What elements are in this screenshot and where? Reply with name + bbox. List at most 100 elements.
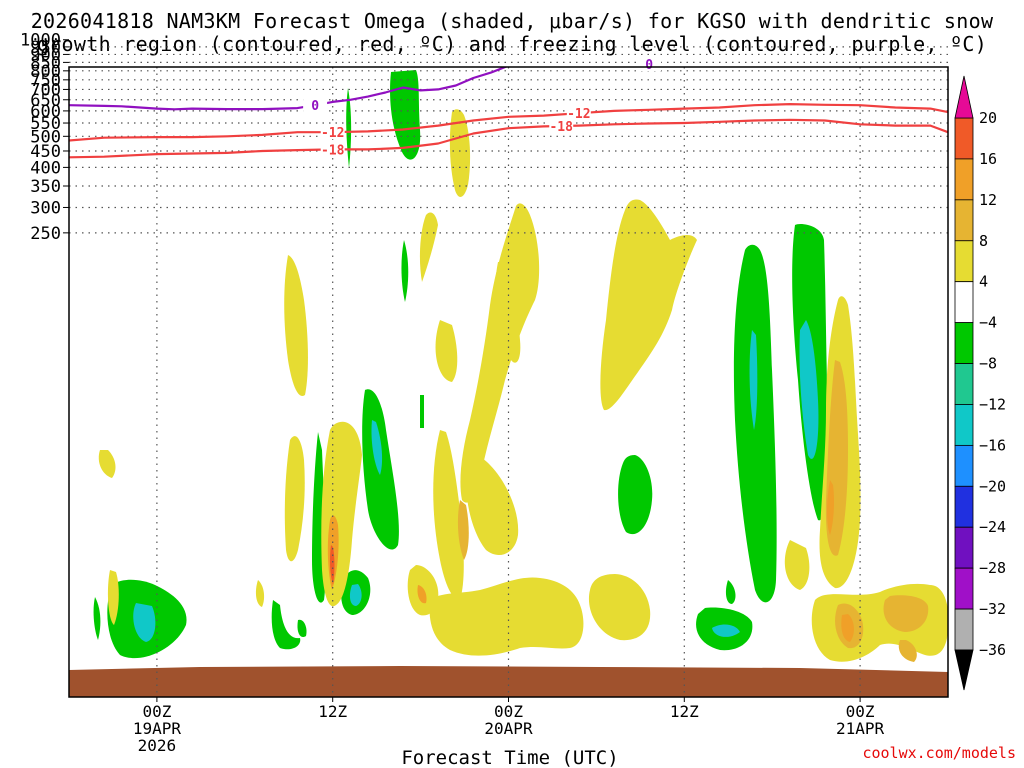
colorbar-tick-label: −24 — [979, 518, 1006, 536]
contour-dendritic-snow-growth-m12 — [69, 102, 948, 142]
y-tick-label: 250 — [30, 224, 61, 244]
omega-positive-region — [600, 199, 697, 411]
omega-negative-region — [297, 619, 307, 638]
omega-negative-region — [618, 455, 653, 535]
omega-positive-region — [433, 430, 464, 600]
omega-positive-region — [255, 580, 265, 607]
chart-title-line-2: growth region (contoured, red, ºC) and f… — [36, 32, 988, 56]
colorbar-max-triangle — [954, 75, 974, 119]
omega-negative-region — [133, 603, 156, 642]
omega-negative-region — [725, 580, 736, 604]
chart-title-line-1: 2026041818 NAM3KM Forecast Omega (shaded… — [30, 9, 994, 33]
x-tick-label: 19APR — [133, 719, 182, 738]
omega-positive-region — [827, 480, 834, 535]
contour-label: -18 — [549, 120, 573, 135]
omega-negative-region — [733, 244, 777, 603]
contour-label-bg — [303, 97, 328, 113]
contour-label-bg — [566, 105, 591, 121]
colorbar-min-triangle — [954, 649, 974, 691]
colorbar-bin — [954, 404, 974, 446]
colorbar-tick-label: −36 — [979, 641, 1006, 659]
x-tick-label: 12Z — [670, 702, 699, 721]
colorbar-bin — [954, 567, 974, 610]
colorbar-tick-label: −32 — [979, 600, 1006, 618]
y-tick-label: 400 — [30, 158, 61, 178]
y-tick-label: 1000 — [20, 31, 61, 51]
colorbar-bin — [954, 608, 974, 651]
colorbar-tick-label: −12 — [979, 395, 1006, 413]
colorbar-tick-label: 20 — [979, 109, 997, 127]
colorbar-tick-label: −20 — [979, 477, 1006, 495]
colorbar-bin — [954, 322, 974, 364]
contour-dendritic-snow-growth-m18 — [69, 118, 948, 159]
colorbar-bin — [954, 117, 974, 160]
contour-label-bg — [549, 117, 574, 133]
omega-negative-region — [749, 330, 758, 430]
omega-positive-region — [460, 203, 540, 503]
x-tick-label: 00Z — [494, 702, 523, 721]
colorbar-tick-label: 4 — [979, 273, 988, 291]
omega-positive-region — [284, 436, 305, 562]
pressure-gridlines — [69, 46, 948, 697]
y-tick-label: 800 — [30, 62, 61, 82]
omega-positive-region — [457, 500, 469, 560]
y-tick-label: 900 — [30, 45, 61, 65]
x-tick-label: 21APR — [836, 719, 885, 738]
y-tick-label: 750 — [30, 71, 61, 91]
omega-shading — [93, 70, 948, 662]
contour-label: 0 — [311, 99, 319, 114]
omega-positive-region — [449, 109, 471, 197]
contour-label: -18 — [321, 143, 345, 158]
omega-positive-region — [429, 577, 584, 656]
colorbar-tick-label: 8 — [979, 232, 988, 250]
colorbar-tick-label: −28 — [979, 559, 1006, 577]
omega-negative-region — [799, 320, 819, 459]
colorbar-bin — [954, 158, 974, 201]
omega-positive-region — [588, 574, 651, 641]
omega-positive-region — [329, 545, 335, 585]
ground-terrain — [69, 666, 948, 697]
omega-negative-region — [349, 584, 362, 606]
colorbar-tick-label: 16 — [979, 150, 997, 168]
x-tick-label: 20APR — [484, 719, 533, 738]
omega-negative-region — [371, 420, 383, 475]
colorbar-bin — [954, 485, 974, 528]
contour-freezing-level-0 — [69, 67, 509, 111]
omega-positive-region — [784, 540, 810, 590]
omega-positive-region — [98, 450, 116, 478]
y-tick-label: 650 — [30, 91, 61, 111]
x-tick-label: 00Z — [142, 702, 171, 721]
y-tick-label: 700 — [30, 80, 61, 100]
colorbar-bin — [954, 240, 974, 283]
colorbar-tick-label: −4 — [979, 314, 997, 332]
y-tick-label: 950 — [30, 38, 61, 58]
contour-label-bg — [320, 141, 345, 157]
y-tick-label: 600 — [30, 102, 61, 122]
omega-positive-region — [107, 570, 119, 625]
omega-positive-region — [419, 212, 438, 282]
y-tick-label: 500 — [30, 127, 61, 147]
colorbar-tick-label: −8 — [979, 355, 997, 373]
contour-lines — [69, 67, 948, 159]
omega-negative-region — [712, 624, 740, 637]
omega-negative-region — [401, 240, 409, 302]
omega-positive-region — [284, 255, 308, 396]
contour-label: -12 — [567, 107, 590, 122]
x-axis-label: Forecast Time (UTC) — [401, 747, 618, 768]
colorbar: 20 16 12 8 4 −4 −8 −12 −16 −20 −24 −28 −32 −36 — [954, 75, 1006, 691]
colorbar-bin — [954, 526, 974, 569]
contour-label: 0 — [645, 58, 653, 73]
omega-positive-region — [841, 614, 854, 642]
x-tick-label: 12Z — [318, 702, 347, 721]
omega-positive-region — [495, 262, 521, 363]
omega-positive-region — [898, 640, 917, 662]
omega-negative-region — [93, 597, 101, 640]
y-tick-label: 850 — [30, 53, 61, 73]
omega-negative-region — [271, 600, 301, 650]
x-tick-label: 00Z — [846, 702, 875, 721]
x-tick-label: 2026 — [138, 736, 177, 755]
contour-label: -12 — [321, 126, 344, 141]
